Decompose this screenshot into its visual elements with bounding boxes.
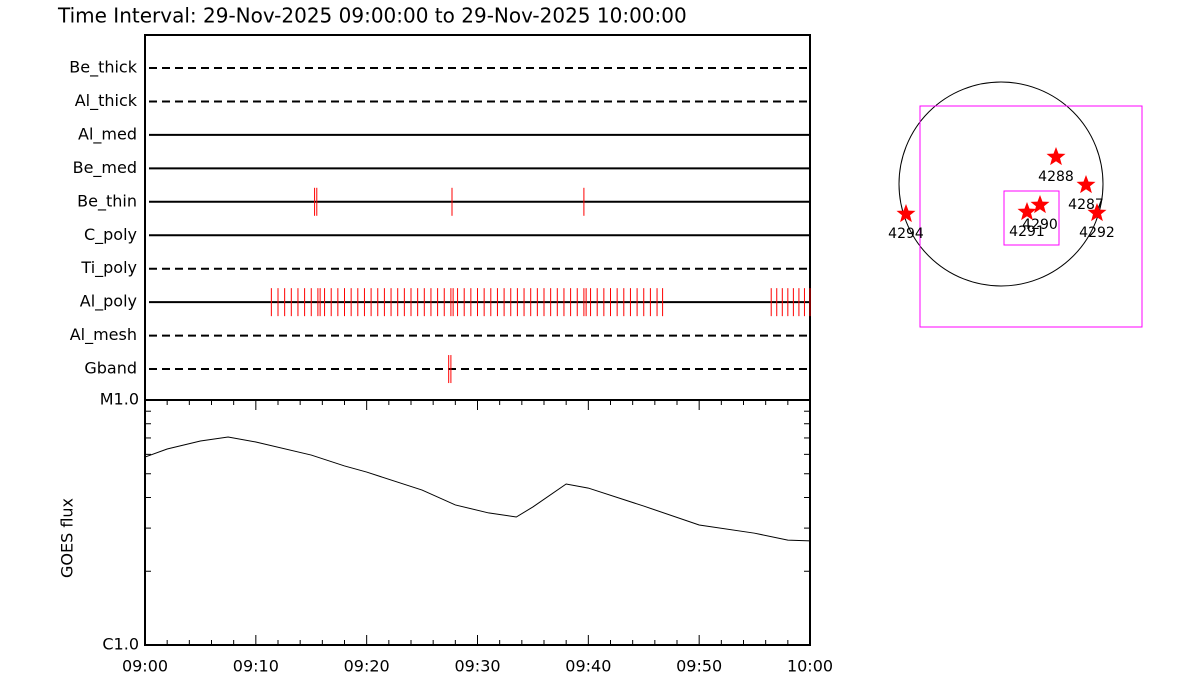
row-label: Be_thick <box>69 58 137 78</box>
row-label: C_poly <box>84 225 137 245</box>
region-label: 4288 <box>1038 169 1074 185</box>
row-label: Gband <box>84 359 137 378</box>
x-tick-label: 09:40 <box>565 657 611 676</box>
x-tick-label: 09:00 <box>122 657 168 676</box>
row-label: Ti_poly <box>80 258 137 278</box>
region-label: 4290 <box>1022 217 1058 233</box>
x-tick-label: 10:00 <box>787 657 833 676</box>
x-tick-label: 09:30 <box>454 657 500 676</box>
region-star <box>1030 195 1050 214</box>
row-label: Al_mesh <box>70 325 137 345</box>
y-axis-label: GOES flux <box>58 498 77 578</box>
x-tick-label: 09:10 <box>233 657 279 676</box>
region-label: 4292 <box>1079 225 1115 241</box>
y-tick-label: M1.0 <box>100 390 139 409</box>
region-star <box>1046 147 1066 166</box>
goes-curve <box>144 436 811 542</box>
row-label: Al_poly <box>80 292 137 312</box>
region-star <box>1017 202 1037 221</box>
row-label: Be_thin <box>77 191 137 211</box>
region-star <box>1087 203 1107 222</box>
region-star <box>1076 175 1096 194</box>
x-tick-label: 09:50 <box>676 657 722 676</box>
y-tick-label: C1.0 <box>102 635 139 654</box>
fov-box <box>1003 190 1060 246</box>
row-label: Be_med <box>73 158 137 178</box>
row-label: Al_thick <box>75 91 138 111</box>
chart-title: Time Interval: 29-Nov-2025 09:00:00 to 2… <box>57 4 687 28</box>
row-label: Al_med <box>78 124 137 144</box>
x-tick-label: 09:20 <box>344 657 390 676</box>
region-label: 4294 <box>888 226 924 242</box>
solar-limb <box>898 81 1104 287</box>
region-star <box>896 204 916 223</box>
fov-box <box>919 105 1143 328</box>
region-label: 4291 <box>1009 224 1045 240</box>
